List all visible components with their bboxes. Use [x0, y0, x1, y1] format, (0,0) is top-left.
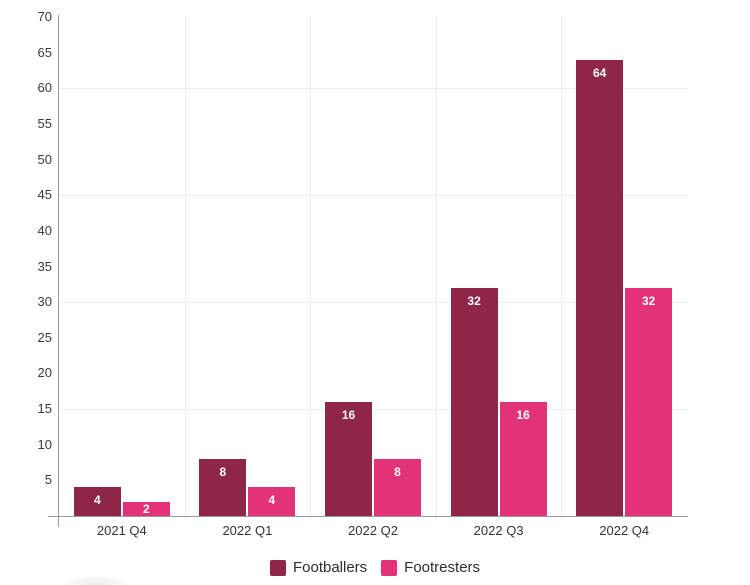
x-axis-category-label: 2021 Q4	[96, 523, 147, 538]
x-axis-category-label: 2022 Q1	[222, 523, 273, 538]
legend-marker-footballers	[269, 560, 286, 576]
y-axis-tick-label: 30	[37, 294, 52, 310]
legend-label: Footresters	[404, 559, 481, 576]
bar-footresters-2022-q4[interactable]: 32	[625, 287, 673, 516]
legend-label: Footballers	[292, 559, 368, 576]
bar-value-label: 8	[219, 464, 227, 479]
bar-footballers-2021-q4[interactable]: 4	[73, 487, 121, 516]
x-axis-category-label: 2022 Q4	[599, 523, 650, 538]
y-gridline	[59, 301, 688, 303]
bar-value-label: 16	[516, 407, 530, 422]
bar-value-label: 8	[394, 464, 401, 479]
x-axis-category-label: 2022 Q2	[348, 523, 398, 538]
bar-footballers-2022-q3[interactable]: 32	[450, 287, 498, 516]
bar-value-label: 32	[642, 293, 656, 308]
y-axis-tick-label: 10	[37, 436, 52, 452]
bar-footresters-2022-q1[interactable]: 4	[248, 487, 296, 516]
y-axis-tick-label: 15	[37, 401, 52, 417]
y-axis-tick-label: 55	[37, 115, 52, 131]
x-gridline	[184, 15, 186, 521]
bar-footresters-2022-q3[interactable]: 16	[499, 401, 547, 516]
y-axis-tick-label: 20	[37, 365, 52, 381]
x-gridline	[435, 15, 437, 521]
bar-value-label: 32	[467, 293, 481, 308]
bar-value-label: 64	[593, 65, 607, 80]
bar-footballers-2022-q1[interactable]: 8	[199, 458, 247, 516]
legend-marker-footresters	[381, 560, 398, 576]
bar-value-label: 2	[142, 501, 150, 516]
y-axis-tick-label: 40	[37, 222, 52, 238]
y-gridline	[59, 408, 688, 410]
y-axis-line	[58, 15, 59, 527]
y-axis-tick-label: 50	[37, 151, 52, 167]
legend-item-footballers[interactable]: Footballers	[269, 559, 368, 577]
y-gridline	[59, 194, 688, 196]
x-gridline	[561, 15, 563, 521]
bar-value-label: 16	[341, 407, 356, 422]
y-axis-tick-label: 65	[37, 44, 52, 60]
bar-footballers-2022-q4[interactable]: 64	[576, 59, 624, 516]
y-axis-tick-label: 60	[37, 80, 52, 96]
bar-value-label: 4	[268, 493, 276, 508]
x-axis-category-label: 2022 Q3	[473, 523, 524, 538]
y-axis-tick-label: 45	[37, 187, 52, 203]
x-gridline	[310, 15, 312, 521]
bar-footresters-2022-q2[interactable]: 8	[374, 458, 421, 516]
y-gridline	[59, 87, 688, 89]
bar-value-label: 4	[93, 493, 101, 508]
y-axis-tick-label: 35	[37, 258, 52, 274]
y-axis-tick-label: 5	[44, 472, 52, 488]
legend: Footballers Footresters	[0, 559, 750, 577]
bar-footresters-2021-q4[interactable]: 2	[122, 501, 170, 516]
legend-item-footresters[interactable]: Footresters	[381, 559, 480, 577]
x-axis-line	[48, 516, 688, 517]
bar-footballers-2022-q2[interactable]: 16	[325, 401, 372, 516]
y-axis-tick-label: 25	[37, 329, 52, 345]
y-axis-tick-label: 70	[37, 9, 52, 24]
